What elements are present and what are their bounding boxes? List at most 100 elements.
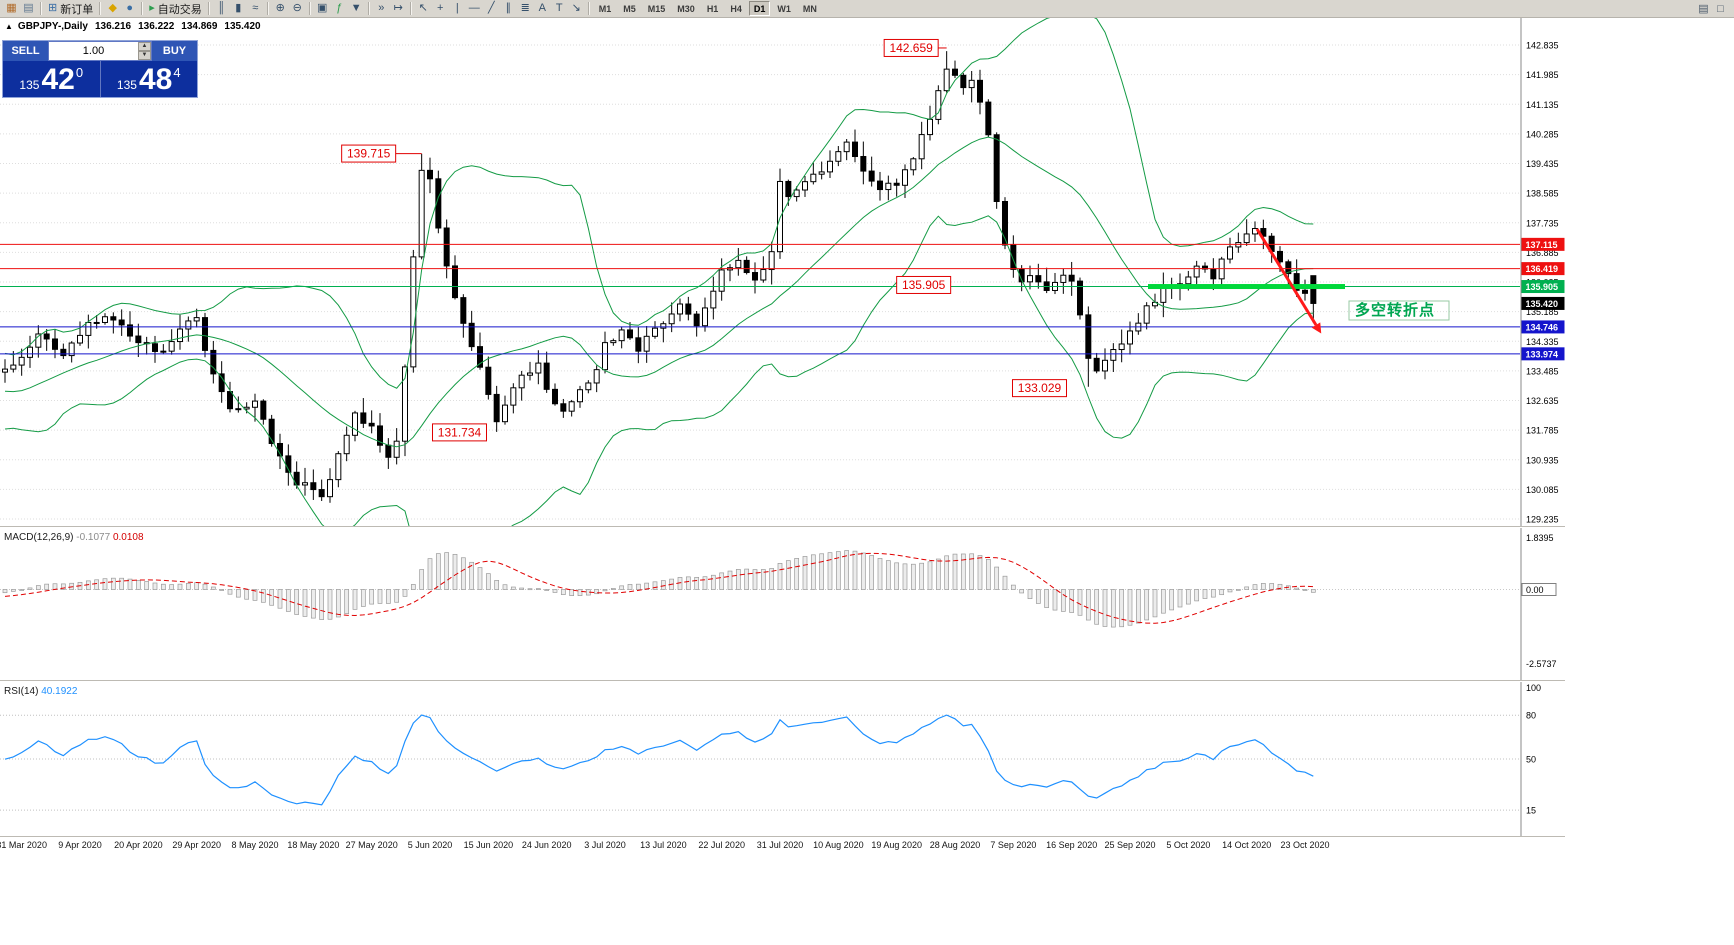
volume-spinner: ▲ ▼: [138, 42, 151, 60]
volume-decrease-button[interactable]: ▼: [138, 51, 151, 60]
price-chart-canvas[interactable]: 142.659 139.715 135.905 133.029 131.734 多空转折点…: [0, 18, 1565, 526]
horizontal-level-lines[interactable]: [0, 243, 1520, 355]
price-annotation-text: 133.029: [1018, 381, 1062, 395]
bollinger-bands[interactable]: [4, 18, 1314, 526]
timeframe-d1-button[interactable]: D1: [748, 1, 771, 16]
candle: [110, 316, 117, 321]
candle: [851, 141, 858, 158]
panel-separator[interactable]: [0, 680, 1565, 682]
toolbar-cursor-tool-button[interactable]: ↖: [415, 1, 432, 17]
toolbar-chart-list-button[interactable]: ▤: [1695, 1, 1712, 17]
macd-panel[interactable]: 1.8395 0.00 -2.5737 MACD(12,26,9) -0.1077 0…: [0, 528, 1565, 680]
date-label: 25 Sep 2020: [1104, 840, 1156, 850]
toolbar-community-button[interactable]: ●: [121, 1, 138, 17]
toolbar-candlestick-mode-button[interactable]: ▮: [230, 1, 247, 17]
candle: [493, 393, 500, 423]
toolbar-fibonacci-tool-button[interactable]: ≣: [517, 1, 534, 17]
candle: [801, 181, 808, 191]
toolbar-new-order-button[interactable]: ⊞ 新订单: [45, 1, 96, 17]
buy-button[interactable]: BUY: [152, 41, 197, 61]
toolbar-zoom-out-button[interactable]: ⊖: [289, 1, 306, 17]
toolbar-templates-button[interactable]: ▼: [348, 1, 365, 17]
toolbar-tile-windows-button[interactable]: ▣: [314, 1, 331, 17]
panel-separator[interactable]: [0, 836, 1565, 838]
price-tick-label: 140.285: [1526, 129, 1559, 139]
rsi-panel[interactable]: 100 80 50 15 RSI(14) 40.1922: [0, 682, 1565, 836]
price-annotations[interactable]: 142.659 139.715 135.905 133.029 131.734: [341, 38, 1067, 442]
timeframe-w1-button[interactable]: W1: [772, 1, 796, 16]
price-tag: [1521, 320, 1565, 334]
time-axis[interactable]: 31 Mar 2020 9 Apr 2020 20 Apr 2020 29 Apr 2…: [0, 838, 1565, 856]
candle: [826, 160, 833, 173]
volume-field[interactable]: 1.00 ▲ ▼: [48, 41, 152, 61]
chart-window[interactable]: 142.659 139.715 135.905 133.029 131.734 多空转折点…: [0, 18, 1565, 858]
timeframe-m5-button[interactable]: M5: [618, 1, 641, 16]
candle: [768, 251, 775, 271]
price-tick-label: 130.935: [1526, 455, 1559, 465]
candle: [485, 366, 492, 395]
toolbar-crosshair-tool-button[interactable]: +: [432, 1, 449, 17]
trend-arrow[interactable]: [1255, 228, 1318, 326]
candle: [26, 346, 33, 358]
timeframe-m30-button[interactable]: M30: [672, 1, 700, 16]
price-tag: [1521, 237, 1565, 251]
toolbar-trendline-tool-button[interactable]: ╱: [483, 1, 500, 17]
toolbar-horizontal-line-tool-button[interactable]: —: [466, 1, 483, 17]
one-click-toggle-icon[interactable]: ▲: [5, 22, 13, 31]
panel-separator[interactable]: [0, 526, 1565, 528]
toolbar-window-layout-button[interactable]: □: [1712, 1, 1729, 17]
toolbar-profiles-button[interactable]: ▤: [20, 1, 37, 17]
toolbar-metaeditor-button[interactable]: ◆: [104, 1, 121, 17]
candle: [1276, 250, 1283, 263]
candle: [118, 319, 125, 326]
timeframe-mn-button[interactable]: MN: [798, 1, 822, 16]
timeframe-m1-button[interactable]: M1: [594, 1, 617, 16]
candle: [443, 227, 450, 267]
candle: [1226, 246, 1233, 260]
price-tag-label: 134.746: [1526, 322, 1559, 332]
candle: [451, 265, 458, 299]
candle: [1210, 268, 1217, 280]
candle: [885, 182, 892, 191]
rsi-scale-label: 50: [1526, 755, 1536, 765]
toolbar-chart-shift-button[interactable]: ↦: [390, 1, 407, 17]
sell-button[interactable]: SELL: [3, 41, 48, 61]
candle: [385, 444, 392, 458]
toolbar-new-chart-button[interactable]: ▦: [3, 1, 20, 17]
macd-histogram: [2, 550, 1316, 628]
volume-increase-button[interactable]: ▲: [138, 42, 151, 51]
support-zone[interactable]: [1148, 284, 1345, 290]
toolbar-text-tool-button[interactable]: A: [534, 1, 551, 17]
rsi-scale-label: 15: [1526, 806, 1536, 816]
buy-price-display[interactable]: 135 48 4: [101, 61, 198, 97]
candle: [343, 434, 350, 455]
timeframe-h1-button[interactable]: H1: [702, 1, 724, 16]
candle: [535, 362, 542, 374]
toolbar-zoom-in-button[interactable]: ⊕: [272, 1, 289, 17]
timeframe-h4-button[interactable]: H4: [725, 1, 747, 16]
candle: [985, 101, 992, 136]
toolbar-autotrading-button[interactable]: ▸ 自动交易: [146, 1, 205, 17]
candle: [335, 453, 342, 481]
candle: [510, 387, 517, 406]
candle: [501, 404, 508, 423]
zoom-in-icon: ⊕: [275, 2, 285, 14]
toolbar-arrow-tool-button[interactable]: ↘: [568, 1, 585, 17]
price-divider: [99, 61, 101, 97]
date-label: 5 Oct 2020: [1166, 840, 1211, 850]
toolbar-text-label-tool-button[interactable]: T: [551, 1, 568, 17]
toolbar-indicators-button[interactable]: ƒ: [331, 1, 348, 17]
candle: [1068, 274, 1075, 282]
toolbar-channel-tool-button[interactable]: ∥: [500, 1, 517, 17]
metaeditor-icon: ◆: [108, 2, 117, 14]
candle: [1301, 289, 1308, 294]
sell-price-display[interactable]: 135 42 0: [3, 61, 100, 97]
toolbar-bar-chart-mode-button[interactable]: ║: [213, 1, 230, 17]
timeframe-m15-button[interactable]: M15: [643, 1, 671, 16]
toolbar-auto-scroll-button[interactable]: »: [373, 1, 390, 17]
candle: [710, 290, 717, 309]
toolbar-line-chart-mode-button[interactable]: ≈: [247, 1, 264, 17]
candle: [760, 269, 767, 281]
note-box[interactable]: [1348, 300, 1450, 321]
toolbar-vertical-line-tool-button[interactable]: |: [449, 1, 466, 17]
